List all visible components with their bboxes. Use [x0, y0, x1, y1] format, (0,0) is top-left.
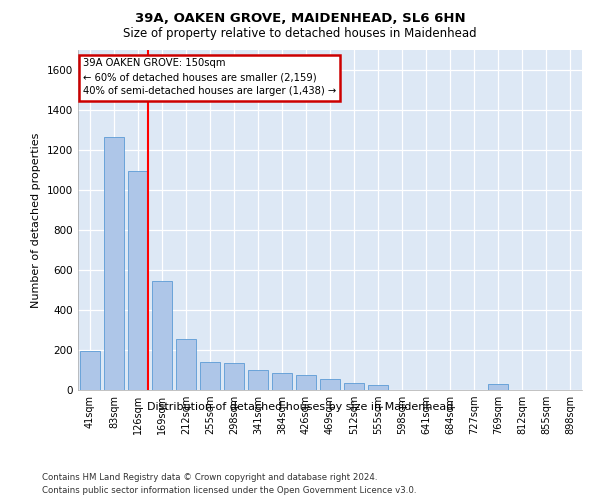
Bar — [128, 171, 148, 390]
Text: 39A OAKEN GROVE: 150sqm
← 60% of detached houses are smaller (2,159)
40% of semi: 39A OAKEN GROVE: 150sqm ← 60% of detache… — [83, 58, 336, 96]
Text: Size of property relative to detached houses in Maidenhead: Size of property relative to detached ho… — [123, 28, 477, 40]
Bar — [488, 384, 508, 390]
Y-axis label: Number of detached properties: Number of detached properties — [31, 132, 41, 308]
Text: Distribution of detached houses by size in Maidenhead: Distribution of detached houses by size … — [147, 402, 453, 412]
Text: 39A, OAKEN GROVE, MAIDENHEAD, SL6 6HN: 39A, OAKEN GROVE, MAIDENHEAD, SL6 6HN — [134, 12, 466, 26]
Bar — [248, 370, 268, 390]
Text: Contains HM Land Registry data © Crown copyright and database right 2024.: Contains HM Land Registry data © Crown c… — [42, 472, 377, 482]
Bar — [272, 373, 292, 390]
Bar — [344, 383, 364, 390]
Bar — [80, 351, 100, 390]
Bar — [104, 137, 124, 390]
Bar — [200, 362, 220, 390]
Bar — [176, 339, 196, 390]
Bar — [368, 385, 388, 390]
Bar — [296, 375, 316, 390]
Bar — [224, 363, 244, 390]
Bar — [320, 379, 340, 390]
Text: Contains public sector information licensed under the Open Government Licence v3: Contains public sector information licen… — [42, 486, 416, 495]
Bar — [152, 281, 172, 390]
